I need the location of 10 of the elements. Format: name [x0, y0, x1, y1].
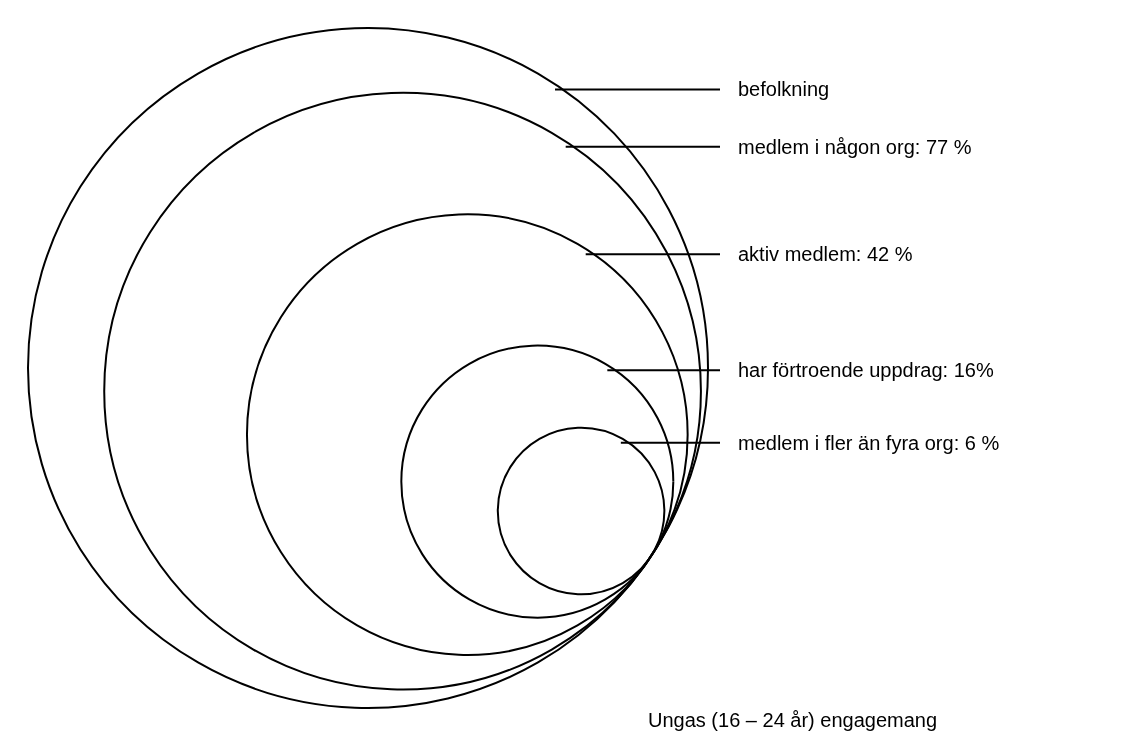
category-label: befolkning	[738, 78, 830, 101]
data-label: : 42 %	[855, 243, 913, 266]
data-label: : 77 %	[914, 135, 972, 158]
data-label: : 16%	[942, 359, 994, 382]
category-label: medlem i fler än fyra org	[738, 431, 954, 454]
category-label: medlem i någon org	[738, 135, 915, 158]
text: Ungas (16 – 24 år) engagemang	[648, 709, 938, 731]
category-label: har förtroende uppdrag	[738, 359, 943, 382]
category-label: aktiv medlem	[738, 243, 856, 266]
data-label: : 6 %	[953, 431, 1000, 454]
